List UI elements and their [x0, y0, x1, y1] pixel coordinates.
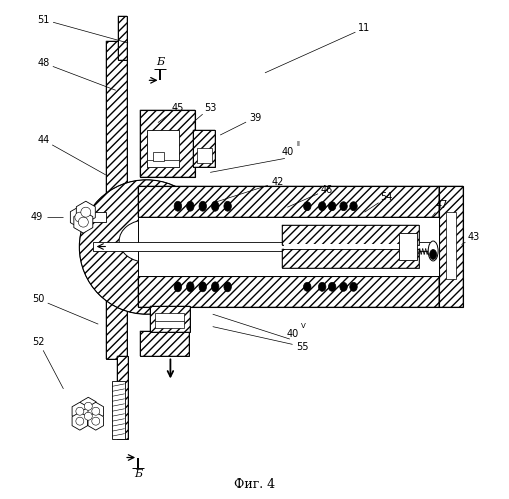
Ellipse shape: [211, 201, 218, 211]
Circle shape: [75, 212, 84, 222]
Bar: [138, 276, 438, 307]
Ellipse shape: [174, 201, 181, 211]
Bar: [284, 244, 416, 249]
Circle shape: [76, 407, 83, 415]
Text: 50: 50: [32, 294, 45, 304]
Text: 40: 40: [286, 329, 298, 339]
Ellipse shape: [349, 202, 357, 211]
Ellipse shape: [199, 282, 206, 292]
Bar: [105, 220, 126, 259]
Bar: [139, 110, 195, 177]
Bar: [105, 40, 126, 359]
Ellipse shape: [223, 201, 231, 211]
Bar: [90, 212, 105, 222]
Bar: [139, 331, 189, 356]
Bar: [138, 186, 438, 217]
Text: 11: 11: [358, 23, 370, 33]
Ellipse shape: [303, 202, 310, 211]
Bar: [399, 233, 416, 260]
Bar: [93, 242, 431, 251]
Bar: [118, 15, 126, 60]
Bar: [282, 249, 418, 268]
Ellipse shape: [119, 220, 174, 262]
Bar: [112, 381, 124, 439]
Text: Б: Б: [134, 470, 142, 480]
Text: 46: 46: [320, 185, 332, 195]
Text: 45: 45: [172, 103, 184, 113]
Bar: [282, 225, 418, 245]
Text: 47: 47: [435, 200, 447, 210]
Circle shape: [84, 412, 92, 420]
Bar: [139, 110, 195, 177]
Ellipse shape: [339, 282, 347, 291]
Bar: [155, 313, 184, 328]
Bar: [118, 15, 126, 60]
Bar: [196, 149, 211, 163]
Circle shape: [79, 180, 213, 314]
Ellipse shape: [211, 282, 218, 292]
Text: 51: 51: [37, 14, 49, 24]
Text: 53: 53: [204, 103, 216, 113]
Bar: [149, 306, 190, 332]
Bar: [117, 356, 127, 439]
Ellipse shape: [428, 241, 437, 261]
Ellipse shape: [318, 282, 325, 291]
Ellipse shape: [328, 282, 335, 291]
Bar: [138, 276, 438, 307]
Text: 52: 52: [32, 336, 45, 347]
Text: Фиг. 4: Фиг. 4: [234, 478, 275, 491]
Text: 39: 39: [248, 113, 261, 123]
Ellipse shape: [223, 282, 231, 292]
Ellipse shape: [303, 282, 310, 291]
Text: II: II: [296, 142, 300, 148]
Ellipse shape: [328, 202, 335, 211]
Text: 43: 43: [467, 232, 479, 242]
Bar: [192, 130, 215, 167]
Bar: [139, 331, 189, 356]
Circle shape: [92, 407, 100, 415]
Bar: [153, 152, 164, 161]
Text: V: V: [301, 323, 305, 329]
Bar: [445, 212, 455, 279]
Text: 40: 40: [280, 148, 293, 158]
Text: 49: 49: [31, 212, 43, 222]
Text: Б: Б: [156, 57, 164, 67]
Bar: [147, 130, 179, 167]
Circle shape: [84, 402, 92, 410]
Bar: [438, 186, 462, 307]
Text: 54: 54: [380, 192, 392, 202]
Bar: [138, 186, 438, 217]
Bar: [105, 40, 126, 359]
Bar: [138, 217, 438, 276]
Ellipse shape: [339, 202, 347, 211]
Bar: [282, 225, 418, 245]
Bar: [147, 160, 179, 167]
Text: 48: 48: [37, 58, 49, 68]
Text: 44: 44: [37, 135, 49, 145]
Ellipse shape: [186, 201, 193, 211]
Bar: [282, 249, 418, 268]
Bar: [117, 356, 127, 439]
Circle shape: [76, 417, 83, 425]
Ellipse shape: [199, 201, 206, 211]
Circle shape: [78, 217, 88, 227]
Bar: [438, 186, 462, 307]
Ellipse shape: [186, 282, 193, 292]
Text: 42: 42: [271, 177, 283, 187]
Ellipse shape: [318, 202, 325, 211]
Ellipse shape: [349, 282, 357, 291]
Text: 55: 55: [295, 341, 308, 351]
Circle shape: [81, 207, 91, 217]
Ellipse shape: [174, 282, 181, 292]
Bar: [105, 220, 126, 259]
Bar: [192, 130, 215, 167]
Bar: [149, 306, 190, 332]
Circle shape: [92, 417, 100, 425]
Ellipse shape: [429, 250, 436, 259]
